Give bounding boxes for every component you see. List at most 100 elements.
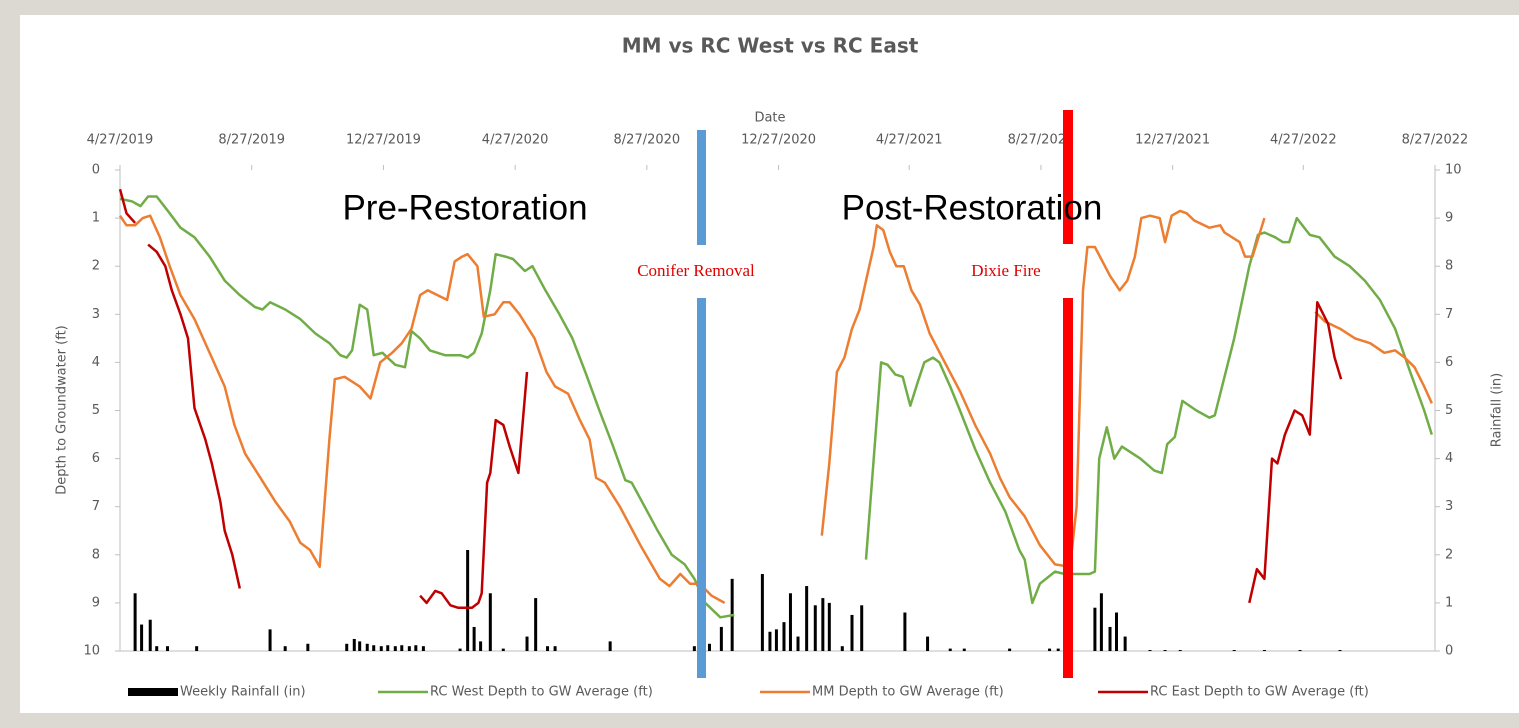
rain-bar — [372, 645, 376, 651]
series-line — [119, 195, 1433, 619]
y-tick-label: 4 — [92, 355, 100, 370]
y2-tick-label: 2 — [1445, 547, 1453, 562]
rain-bar — [458, 648, 462, 651]
rain-bar — [140, 624, 144, 651]
legend-label: MM Depth to GW Average (ft) — [812, 685, 1004, 700]
rain-bar — [479, 641, 483, 651]
rain-bar — [525, 636, 529, 651]
rain-bar — [719, 626, 723, 651]
rain-bar — [840, 646, 844, 651]
event-line — [697, 298, 706, 678]
y-tick-label: 7 — [92, 499, 100, 514]
rain-bar — [345, 643, 349, 651]
y2-tick-label: 9 — [1445, 211, 1453, 226]
rain-bar — [707, 643, 711, 651]
rain-bar — [788, 593, 792, 651]
legend-label: RC West Depth to GW Average (ft) — [430, 685, 653, 700]
x-tick-label: 4/27/2020 — [482, 133, 549, 148]
legend-label: RC East Depth to GW Average (ft) — [1150, 685, 1369, 700]
annotation: Post-Restoration — [842, 188, 1103, 227]
y-tick-label: 10 — [83, 644, 100, 659]
rain-bar — [306, 643, 310, 651]
rain-bar — [421, 646, 425, 651]
rain-bar — [1056, 648, 1060, 651]
series-line — [118, 188, 1343, 609]
rain-bar — [948, 648, 952, 651]
rain-bar — [268, 629, 272, 651]
rain-bar — [166, 646, 170, 651]
rain-bar — [903, 612, 907, 651]
rain-bar — [1123, 636, 1127, 651]
rain-bar — [692, 646, 696, 651]
rain-bar — [1298, 650, 1302, 651]
rain-bar — [1099, 593, 1103, 651]
y-tick-label: 0 — [92, 163, 100, 178]
rain-bar — [534, 598, 538, 651]
rain-bar — [1232, 650, 1236, 651]
rain-bar — [1048, 648, 1052, 651]
y-tick-label: 5 — [92, 403, 100, 418]
x-tick-label: 4/27/2022 — [1270, 133, 1337, 148]
y-tick-label: 2 — [92, 259, 100, 274]
y2-tick-label: 0 — [1445, 644, 1453, 659]
event-line — [1063, 298, 1073, 678]
y2-tick-label: 10 — [1445, 163, 1462, 178]
rain-bar — [608, 641, 612, 651]
rain-bar — [358, 641, 362, 651]
y-tick-label: 3 — [92, 307, 100, 322]
x-tick-label: 12/27/2020 — [741, 133, 816, 148]
rain-bar — [466, 549, 470, 651]
rain-bar — [827, 602, 831, 651]
x-tick-label: 12/27/2021 — [1135, 133, 1210, 148]
rain-bar — [962, 648, 966, 651]
x-tick-label: 12/27/2019 — [346, 133, 421, 148]
chart-title: MM vs RC West vs RC East — [622, 34, 919, 58]
rain-bar — [352, 638, 356, 651]
y-tick-label: 1 — [92, 211, 100, 226]
rain-bar — [1262, 650, 1266, 651]
y2-tick-label: 1 — [1445, 595, 1453, 610]
rain-bar — [283, 646, 287, 651]
rain-bar — [393, 646, 397, 651]
rain-bar — [553, 646, 557, 651]
rain-bar — [472, 626, 476, 651]
x-tick-label: 4/27/2021 — [876, 133, 943, 148]
rain-bar — [195, 646, 199, 651]
y2-tick-label: 7 — [1445, 307, 1453, 322]
rain-bar — [400, 645, 404, 651]
rain-bar — [796, 636, 800, 651]
y2-tick-label: 5 — [1445, 403, 1453, 418]
rain-bar — [1338, 650, 1342, 651]
rain-bar — [860, 605, 864, 651]
rain-bar — [1148, 650, 1152, 651]
y2-tick-label: 8 — [1445, 259, 1453, 274]
y2-tick-label: 4 — [1445, 451, 1453, 466]
rain-bar — [774, 629, 778, 651]
y2-axis-title: Rainfall (in) — [1490, 373, 1505, 447]
annotation: Dixie Fire — [971, 261, 1040, 280]
rain-bar — [1178, 650, 1182, 651]
rain-bar — [1115, 612, 1119, 651]
x-axis-title: Date — [754, 111, 785, 126]
rain-bar — [386, 645, 390, 651]
rain-bar — [1163, 650, 1167, 651]
plot-panel — [20, 15, 1519, 713]
x-tick-label: 8/27/2022 — [1402, 133, 1469, 148]
rain-bar — [1093, 607, 1097, 651]
x-tick-label: 8/27/2019 — [218, 133, 285, 148]
rain-bar — [1008, 648, 1012, 651]
rain-bar — [782, 622, 786, 651]
rain-bar — [133, 593, 137, 651]
event-line — [1063, 110, 1073, 244]
x-tick-label: 8/27/2021 — [1008, 133, 1075, 148]
annotation: Conifer Removal — [637, 261, 755, 280]
rain-bar — [926, 636, 930, 651]
rain-bar — [546, 646, 550, 651]
rain-bar — [365, 643, 369, 651]
legend-label: Weekly Rainfall (in) — [180, 685, 306, 700]
rain-bar — [155, 646, 159, 651]
rain-bar — [821, 598, 825, 651]
rain-bar — [850, 614, 854, 651]
rain-bar — [760, 574, 764, 651]
